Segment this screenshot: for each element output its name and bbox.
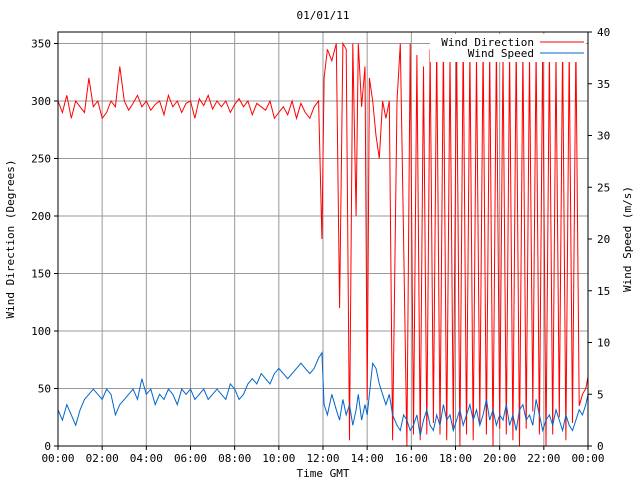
wind-direction-line: [57, 37, 589, 447]
x-axis: 00:00 02:00 04:00 06:00 08:00 10:00 12:00 14:00…: [41, 446, 605, 465]
x-tick-label: 00:00: [41, 452, 74, 465]
left-axis-label: Wind Direction (Degrees): [4, 160, 17, 319]
right-tick-label: 35: [597, 78, 610, 91]
right-tick-label: 20: [597, 233, 610, 246]
left-tick-label: 0: [44, 440, 51, 453]
left-tick-label: 350: [31, 38, 51, 51]
x-tick-label: 20:00: [483, 452, 516, 465]
right-tick-label: 40: [597, 26, 610, 39]
left-tick-label: 100: [31, 325, 51, 338]
left-axis: 0 50 100 150 200 250 300 350: [31, 38, 58, 453]
left-tick-label: 300: [31, 95, 51, 108]
x-tick-label: 14:00: [351, 452, 384, 465]
wind-speed-line: [57, 351, 589, 436]
legend-label-wind-speed: Wind Speed: [468, 47, 534, 60]
x-tick-label: 22:00: [527, 452, 560, 465]
x-axis-label: Time GMT: [297, 467, 350, 480]
right-tick-label: 15: [597, 285, 610, 298]
legend-background: [430, 34, 586, 62]
series-layer: [57, 37, 589, 447]
x-tick-label: 16:00: [395, 452, 428, 465]
left-tick-label: 150: [31, 268, 51, 281]
x-tick-label: 10:00: [262, 452, 295, 465]
x-tick-label: 00:00: [571, 452, 604, 465]
legend-label-wind-direction: Wind Direction: [441, 36, 534, 49]
right-tick-label: 25: [597, 181, 610, 194]
chart-title: 01/01/11: [297, 9, 350, 22]
right-axis-label: Wind Speed (m/s): [621, 186, 634, 292]
right-axis: 0 5 10 15 20 25 30 35 40: [588, 26, 610, 453]
x-tick-label: 06:00: [174, 452, 207, 465]
x-tick-label: 18:00: [439, 452, 472, 465]
x-tick-label: 02:00: [86, 452, 119, 465]
left-tick-label: 50: [38, 383, 51, 396]
x-tick-label: 12:00: [306, 452, 339, 465]
right-tick-label: 0: [597, 440, 604, 453]
right-tick-label: 10: [597, 337, 610, 350]
right-tick-label: 5: [597, 388, 604, 401]
left-tick-label: 250: [31, 153, 51, 166]
right-tick-label: 30: [597, 130, 610, 143]
legend: Wind Direction Wind Speed: [430, 34, 586, 62]
x-tick-label: 04:00: [130, 452, 163, 465]
left-tick-label: 200: [31, 210, 51, 223]
x-tick-label: 08:00: [218, 452, 251, 465]
